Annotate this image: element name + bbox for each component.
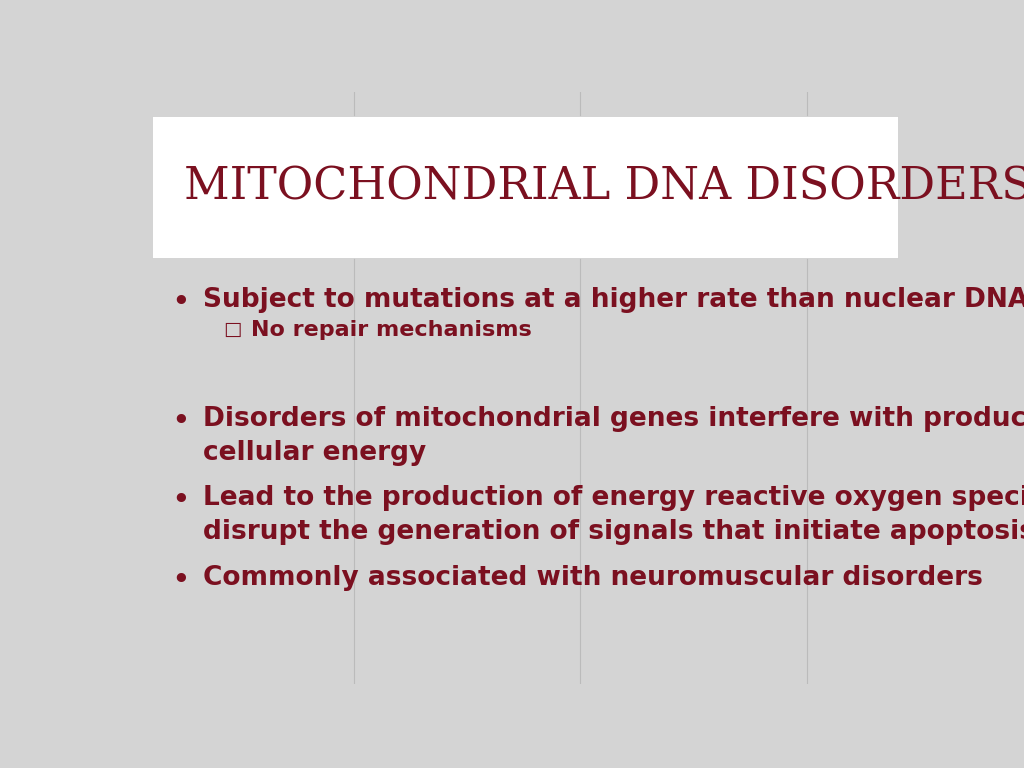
Text: •: • (172, 406, 190, 436)
Text: Lead to the production of energy reactive oxygen species, or
disrupt the generat: Lead to the production of energy reactiv… (204, 485, 1024, 545)
Text: •: • (172, 565, 190, 596)
Text: MITOCHONDRIAL DNA DISORDERS: MITOCHONDRIAL DNA DISORDERS (183, 165, 1024, 208)
Text: Commonly associated with neuromuscular disorders: Commonly associated with neuromuscular d… (204, 565, 983, 591)
Text: No repair mechanisms: No repair mechanisms (251, 319, 531, 339)
Text: Subject to mutations at a higher rate than nuclear DNA: Subject to mutations at a higher rate th… (204, 287, 1024, 313)
FancyBboxPatch shape (152, 116, 898, 258)
Text: •: • (172, 485, 190, 516)
Text: Disorders of mitochondrial genes interfere with production of
cellular energy: Disorders of mitochondrial genes interfe… (204, 406, 1024, 465)
Text: •: • (172, 287, 190, 318)
Text: □: □ (223, 319, 242, 339)
